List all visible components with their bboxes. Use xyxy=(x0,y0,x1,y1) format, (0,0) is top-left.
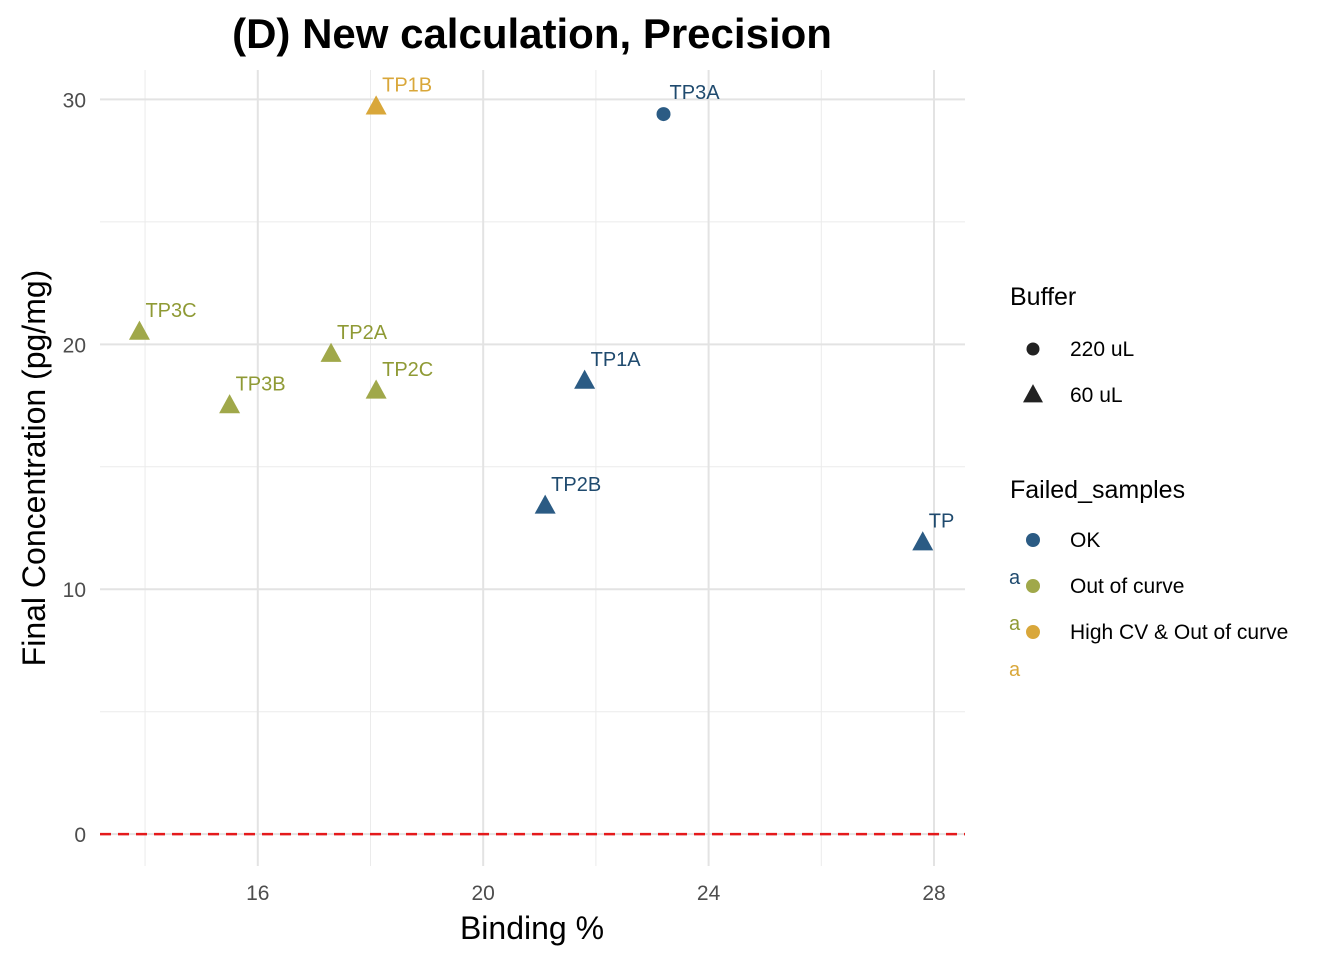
point-label: TP xyxy=(929,511,955,533)
point-triangle xyxy=(912,531,934,551)
grid-major xyxy=(100,70,965,866)
legend-triangle-icon xyxy=(1023,384,1043,403)
y-tick-label: 30 xyxy=(63,89,86,112)
legend-buffer-label: 60 uL xyxy=(1070,384,1123,407)
x-tick-label: 24 xyxy=(697,882,721,905)
legend-buffer-label: 220 uL xyxy=(1070,338,1134,361)
x-axis-ticks: 16 20 24 28 xyxy=(246,882,946,905)
point-label: TP1B xyxy=(382,75,432,97)
legend-buffer-items: 220 uL 60 uL xyxy=(1023,338,1134,407)
y-axis-ticks: 0 10 20 30 xyxy=(63,89,86,847)
x-tick-label: 28 xyxy=(922,882,945,905)
chart-title: (D) New calculation, Precision xyxy=(232,10,832,57)
y-tick-label: 20 xyxy=(63,334,86,357)
point-label: TP2C xyxy=(382,359,433,381)
legend-color-dot xyxy=(1026,579,1040,593)
point-triangle xyxy=(128,320,150,340)
legend-text-key: a xyxy=(1009,567,1021,589)
x-tick-label: 20 xyxy=(472,882,495,905)
legend-circle-icon xyxy=(1026,342,1040,356)
legend-failed-label: High CV & Out of curve xyxy=(1070,621,1288,644)
legend-failed-items: OK a Out of curve a High CV & Out of curve a xyxy=(1009,529,1288,681)
point-triangle xyxy=(574,369,596,389)
point-triangle xyxy=(219,394,241,414)
data-points xyxy=(128,95,934,551)
x-tick-label: 16 xyxy=(246,882,269,905)
point-triangle xyxy=(365,95,387,115)
point-circle xyxy=(656,107,671,122)
point-label: TP1A xyxy=(591,349,642,371)
legend-failed-label: Out of curve xyxy=(1070,575,1184,598)
point-labels: TP3A TP1B TP3C TP2A TP2C TP3B TP1A TP2B TP xyxy=(145,75,954,533)
x-axis-title: Binding % xyxy=(460,910,604,946)
legend-failed-label: OK xyxy=(1070,529,1100,552)
legend: Buffer 220 uL 60 uL Failed_samples OK a Out… xyxy=(1009,283,1288,681)
point-label: TP3B xyxy=(236,374,286,396)
point-label: TP3C xyxy=(145,300,196,322)
grid-minor xyxy=(100,70,965,866)
legend-failed-title: Failed_samples xyxy=(1010,476,1185,504)
point-label: TP2A xyxy=(337,322,388,344)
point-triangle xyxy=(534,494,556,514)
legend-color-dot xyxy=(1026,533,1040,547)
point-label: TP2B xyxy=(551,474,601,496)
legend-buffer-title: Buffer xyxy=(1010,283,1076,311)
point-triangle xyxy=(365,379,387,399)
legend-text-key: a xyxy=(1009,613,1021,635)
y-tick-label: 10 xyxy=(63,579,86,602)
legend-color-dot xyxy=(1026,625,1040,639)
point-label: TP3A xyxy=(670,82,721,104)
y-axis-title: Final Concentration (pg/mg) xyxy=(16,270,52,667)
point-triangle xyxy=(320,342,342,362)
y-tick-label: 0 xyxy=(74,824,86,847)
legend-text-key: a xyxy=(1009,659,1021,681)
